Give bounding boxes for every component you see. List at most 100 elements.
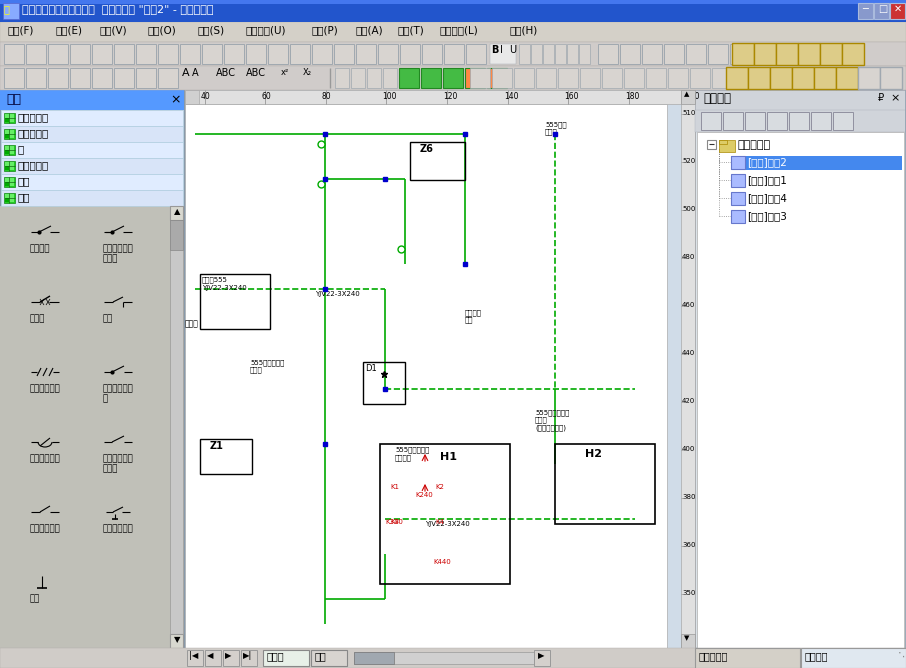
Text: 120: 120 (443, 92, 458, 101)
Bar (620, 44, 640, 64)
Bar (48, 68, 68, 88)
Text: 555烟游公司侧
环网柜
(具备接地条件): 555烟游公司侧 环网柜 (具备接地条件) (535, 409, 569, 431)
Text: 形状: 形状 (6, 93, 21, 106)
Bar (695, 648, 800, 668)
Text: 图纸管理: 图纸管理 (703, 92, 731, 105)
Bar (681, 90, 695, 648)
Text: K340: K340 (385, 519, 403, 525)
Text: ▶: ▶ (538, 651, 545, 660)
Bar (170, 634, 183, 648)
Bar (598, 44, 618, 64)
Bar (170, 220, 183, 250)
Bar (5, 118, 9, 122)
Bar (519, 44, 530, 64)
Bar (842, 43, 864, 65)
Bar (1, 126, 183, 142)
Text: 40: 40 (201, 92, 211, 101)
Bar (796, 44, 816, 64)
Bar (798, 43, 820, 65)
Bar (811, 112, 831, 130)
Bar (0, 206, 184, 648)
Bar (770, 67, 792, 89)
Bar (814, 67, 836, 89)
Text: K440: K440 (433, 559, 451, 565)
Text: 460: 460 (682, 302, 696, 308)
Bar (858, 67, 880, 89)
Bar (114, 68, 134, 88)
Bar (686, 44, 706, 64)
Bar (719, 140, 735, 152)
Bar (731, 156, 902, 170)
Bar (187, 650, 203, 666)
Bar (731, 210, 745, 223)
Bar (1, 190, 183, 206)
Bar (136, 44, 156, 64)
Text: 100: 100 (382, 92, 397, 101)
Text: 负荷开关: 负荷开关 (30, 244, 51, 253)
Bar (543, 44, 554, 64)
Bar (202, 44, 222, 64)
Bar (730, 44, 750, 64)
Bar (681, 634, 695, 648)
Bar (5, 114, 9, 118)
Bar (334, 44, 354, 64)
Bar (205, 650, 221, 666)
Bar (789, 112, 809, 130)
Text: 站房接地刀闸: 站房接地刀闸 (103, 524, 134, 533)
Bar (707, 140, 716, 149)
Text: 配: 配 (4, 4, 10, 14)
Text: 140: 140 (504, 92, 518, 101)
Text: Z6: Z6 (420, 144, 434, 154)
Bar (602, 68, 622, 88)
Text: 审批(A): 审批(A) (355, 25, 382, 35)
Bar (880, 67, 902, 89)
Bar (9, 162, 14, 166)
Text: YJV22-3X240: YJV22-3X240 (202, 285, 246, 291)
Bar (756, 68, 776, 88)
Bar (5, 150, 9, 154)
Bar (26, 68, 46, 88)
Bar (410, 142, 465, 180)
Bar (5, 166, 9, 170)
Bar (311, 650, 347, 666)
Bar (752, 44, 772, 64)
Text: ABC: ABC (246, 68, 266, 78)
Bar (354, 652, 394, 664)
Bar (0, 648, 906, 668)
Bar (732, 43, 754, 65)
Bar (555, 444, 655, 524)
Bar (9, 134, 14, 138)
Bar (5, 134, 9, 138)
Bar (492, 68, 512, 88)
Bar (5, 182, 9, 186)
Text: A: A (182, 68, 189, 78)
Bar (421, 68, 441, 88)
Bar (378, 44, 398, 64)
Text: 视图(V): 视图(V) (100, 25, 128, 35)
Bar (695, 90, 906, 648)
Bar (92, 68, 112, 88)
Bar (774, 44, 794, 64)
Bar (579, 44, 590, 64)
Text: [编辑]图纸3: [编辑]图纸3 (747, 211, 787, 221)
Text: 480: 480 (682, 254, 696, 260)
Bar (3, 3, 19, 19)
Bar (224, 44, 244, 64)
Bar (4, 161, 15, 171)
Text: 380: 380 (682, 494, 696, 500)
Bar (767, 112, 787, 130)
Bar (731, 174, 745, 187)
Bar (200, 439, 252, 474)
Bar (890, 3, 905, 19)
Text: 形状(S): 形状(S) (198, 25, 225, 35)
Text: ◀: ◀ (207, 651, 214, 660)
Text: H2: H2 (585, 449, 602, 459)
Bar (490, 44, 516, 64)
Bar (731, 192, 745, 205)
Bar (170, 206, 183, 648)
Bar (9, 166, 14, 170)
Text: K240: K240 (415, 492, 433, 498)
Bar (4, 113, 15, 123)
Bar (268, 44, 288, 64)
Bar (1, 142, 183, 158)
